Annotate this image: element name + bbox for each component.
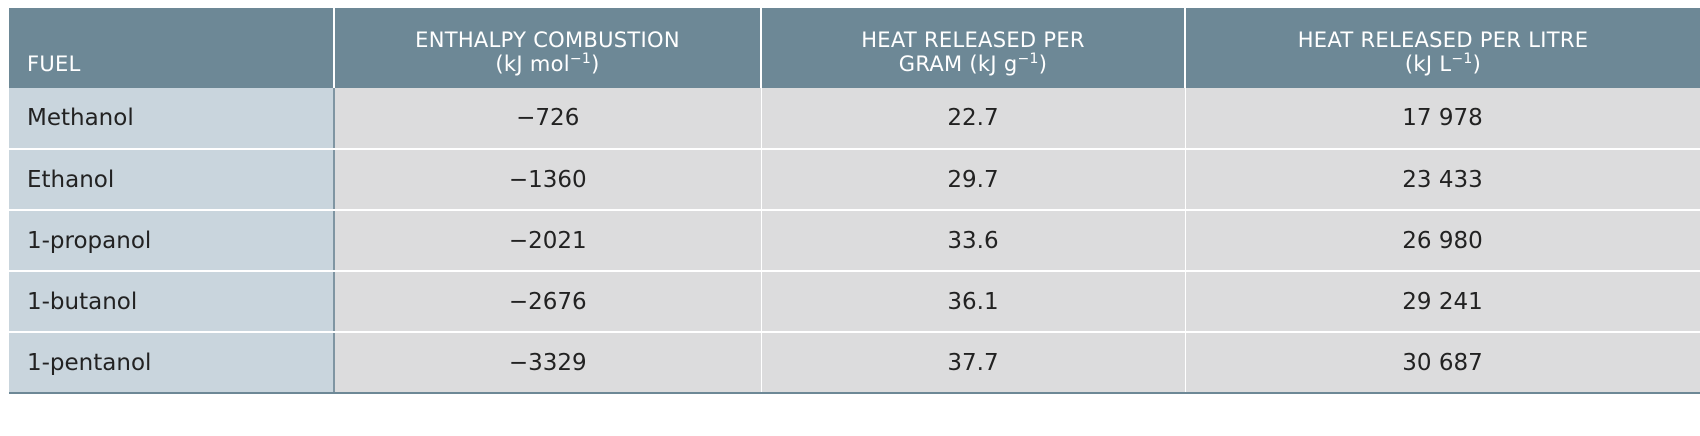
header-per-litre-unit-exponent: −1 <box>1451 51 1473 67</box>
fuel-cell: 1-butanol <box>9 271 335 333</box>
header-per-gram-unit-close: ) <box>1038 52 1048 76</box>
enthalpy-cell: −2021 <box>334 210 762 272</box>
fuel-cell: 1-propanol <box>9 210 335 272</box>
header-per-litre-unit: (kJ L <box>1404 52 1452 76</box>
header-per-gram-label: HEAT RELEASED PER <box>861 28 1085 52</box>
header-fuel: FUEL <box>9 8 335 88</box>
per-gram-cell: 29.7 <box>761 149 1186 211</box>
header-enthalpy-label: ENTHALPY COMBUSTION <box>415 28 680 52</box>
per-gram-cell: 22.7 <box>761 88 1186 150</box>
header-per-gram-unit: GRAM (kJ g <box>898 52 1018 76</box>
fuel-data-table: FUEL ENTHALPY COMBUSTION (kJ mol−1) HEAT… <box>9 8 1700 394</box>
per-litre-cell: 29 241 <box>1185 271 1700 333</box>
enthalpy-cell: −3329 <box>334 332 762 394</box>
per-litre-cell: 17 978 <box>1185 88 1700 150</box>
enthalpy-cell: −1360 <box>334 149 762 211</box>
per-litre-cell: 30 687 <box>1185 332 1700 394</box>
header-row: FUEL ENTHALPY COMBUSTION (kJ mol−1) HEAT… <box>9 8 1700 88</box>
table-row: 1-butanol −2676 36.1 29 241 <box>9 271 1700 333</box>
enthalpy-cell: −726 <box>334 88 762 150</box>
fuel-cell: 1-pentanol <box>9 332 335 394</box>
header-enthalpy-unit-exponent: −1 <box>569 51 592 67</box>
table-row: 1-propanol −2021 33.6 26 980 <box>9 210 1700 272</box>
table-row: Ethanol −1360 29.7 23 433 <box>9 149 1700 211</box>
per-litre-cell: 26 980 <box>1185 210 1700 272</box>
header-per-litre-label: HEAT RELEASED PER LITRE <box>1297 28 1589 52</box>
header-fuel-label: FUEL <box>27 52 81 76</box>
header-per-litre: HEAT RELEASED PER LITRE (kJ L−1) <box>1185 8 1700 88</box>
fuel-data-table-container: FUEL ENTHALPY COMBUSTION (kJ mol−1) HEAT… <box>9 8 1700 394</box>
header-per-gram-unit-exponent: −1 <box>1017 51 1039 67</box>
header-enthalpy-unit: (kJ mol <box>495 52 570 76</box>
table-body: Methanol −726 22.7 17 978 Ethanol −1360 … <box>9 88 1700 394</box>
enthalpy-cell: −2676 <box>334 271 762 333</box>
table-header: FUEL ENTHALPY COMBUSTION (kJ mol−1) HEAT… <box>9 8 1700 88</box>
fuel-cell: Methanol <box>9 88 335 150</box>
table-row: Methanol −726 22.7 17 978 <box>9 88 1700 150</box>
header-per-gram: HEAT RELEASED PER GRAM (kJ g−1) <box>761 8 1186 88</box>
per-gram-cell: 33.6 <box>761 210 1186 272</box>
per-gram-cell: 36.1 <box>761 271 1186 333</box>
header-enthalpy: ENTHALPY COMBUSTION (kJ mol−1) <box>334 8 762 88</box>
header-enthalpy-unit-close: ) <box>591 52 600 76</box>
table-row: 1-pentanol −3329 37.7 30 687 <box>9 332 1700 394</box>
per-litre-cell: 23 433 <box>1185 149 1700 211</box>
header-per-litre-unit-close: ) <box>1472 52 1482 76</box>
per-gram-cell: 37.7 <box>761 332 1186 394</box>
fuel-cell: Ethanol <box>9 149 335 211</box>
